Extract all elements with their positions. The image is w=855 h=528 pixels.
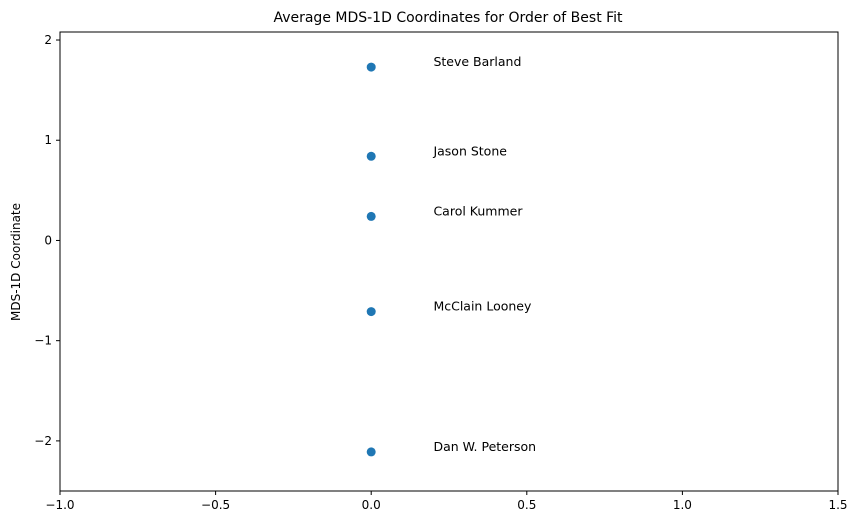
x-tick-label: 0.0 bbox=[362, 498, 381, 512]
x-tick-label: 1.5 bbox=[828, 498, 847, 512]
y-tick-label: 0 bbox=[44, 233, 52, 247]
data-point bbox=[366, 62, 376, 72]
x-tick-label: 0.5 bbox=[517, 498, 536, 512]
data-point bbox=[366, 151, 376, 161]
point-label: Dan W. Peterson bbox=[433, 439, 536, 454]
data-points bbox=[366, 62, 376, 457]
plot-frame bbox=[59, 31, 839, 492]
data-point bbox=[366, 307, 376, 317]
x-tick-label: 1.0 bbox=[673, 498, 692, 512]
y-tick-label: −1 bbox=[34, 334, 52, 348]
point-label: Steve Barland bbox=[433, 54, 521, 69]
y-tick-label: −2 bbox=[34, 434, 52, 448]
y-axis: 2 1 0 −1 −2 bbox=[34, 33, 60, 448]
y-tick-label: 2 bbox=[44, 33, 52, 47]
point-label: Jason Stone bbox=[432, 143, 507, 158]
x-tick-label: −1.0 bbox=[45, 498, 74, 512]
point-labels: Steve Barland Jason Stone Carol Kummer McCl… bbox=[432, 54, 536, 454]
data-point bbox=[366, 447, 376, 457]
point-label: Carol Kummer bbox=[433, 203, 523, 218]
y-axis-label: MDS-1D Coordinate bbox=[9, 203, 23, 321]
x-tick-label: −0.5 bbox=[201, 498, 230, 512]
x-axis: −1.0 −0.5 0.0 0.5 1.0 1.5 bbox=[45, 491, 848, 512]
point-label: McClain Looney bbox=[433, 299, 532, 314]
y-tick-label: 1 bbox=[44, 133, 52, 147]
chart-title: Average MDS-1D Coordinates for Order of … bbox=[273, 10, 623, 26]
data-point bbox=[366, 211, 376, 221]
